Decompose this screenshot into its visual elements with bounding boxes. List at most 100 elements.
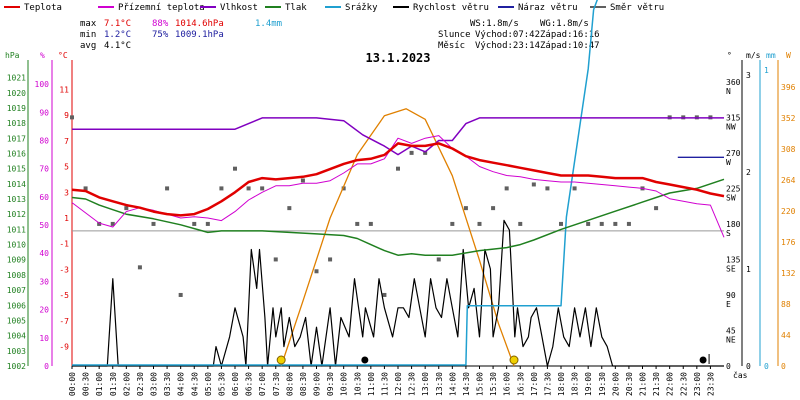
x-tick-label-40: 20:00 [611, 372, 620, 396]
direction-point-18 [314, 269, 319, 274]
x-tick-label-36: 18:00 [557, 372, 566, 396]
direction-tick-1: 315 [726, 113, 741, 122]
series-humidity [72, 117, 724, 156]
series-solar [280, 108, 515, 367]
temp-tick-3: 5 [64, 163, 69, 172]
x-tick-label-14: 07:00 [258, 372, 267, 396]
series-rain [72, 0, 598, 366]
pressure-tick-18: 1003 [7, 347, 26, 356]
x-tick-label-19: 09:30 [326, 372, 335, 396]
markers [276, 354, 710, 365]
solar-tick-9: 0 [781, 362, 786, 371]
series-temp [71, 142, 725, 217]
stats-max-pressure: 1014.6hPa [175, 19, 224, 29]
direction-point-39 [599, 221, 604, 226]
series-ground-temp [71, 135, 725, 238]
wind-tick-1: 2 [746, 168, 751, 177]
stats-min-pressure: 1009.1hPa [175, 30, 224, 40]
stats-block: max 7.1°C 88% 1014.6hPa 1.4mm min 1.2°C … [80, 19, 600, 51]
legend-label-direction: Směr větru [610, 3, 664, 13]
temp-tick-2: 7 [64, 137, 69, 146]
rain-tick-1: 0 [764, 362, 769, 371]
stats-sun-label: Slunce [438, 30, 471, 40]
x-tick-label-47: 23:30 [706, 372, 715, 396]
stats-ws: WS:1.8m/s [470, 19, 519, 29]
humidity-tick-8: 20 [39, 306, 49, 315]
solar-tick-6: 132 [781, 269, 796, 278]
temp-tick-4: 3 [64, 188, 69, 197]
x-tick-label-33: 16:30 [516, 372, 525, 396]
humidity-tick-6: 40 [39, 249, 49, 258]
direction-point-30 [477, 221, 482, 226]
direction-point-9 [192, 221, 197, 226]
direction-point-41 [626, 221, 631, 226]
temp-tick-10: -9 [59, 343, 69, 352]
x-tick-label-9: 04:30 [190, 372, 199, 396]
direction-point-0 [70, 115, 74, 120]
x-tick-label-21: 10:30 [353, 372, 362, 396]
stats-max-humidity: 88% [152, 19, 169, 29]
direction-point-24 [396, 166, 400, 171]
stats-max-temp: 7.1°C [104, 19, 131, 29]
solar-tick-1: 352 [781, 114, 796, 123]
x-tick-label-35: 17:30 [543, 372, 552, 396]
stats-max-label: max [80, 19, 97, 29]
humidity-tick-1: 90 [39, 108, 49, 117]
pressure-tick-2: 1019 [7, 104, 26, 113]
direction-point-5 [137, 265, 142, 270]
unit-watt: W [786, 51, 791, 60]
stats-moonrise: Východ:23:14 [475, 41, 540, 51]
direction-point-6 [151, 221, 156, 226]
moonrise-marker [699, 356, 707, 364]
temp-tick-5: 1 [64, 214, 69, 223]
x-tick-label-25: 12:30 [408, 372, 417, 396]
pressure-tick-16: 1005 [7, 316, 26, 325]
direction-point-19 [328, 257, 333, 262]
pressure-tick-1: 1020 [7, 89, 26, 98]
direction-point-36 [559, 221, 563, 226]
moonset-marker [361, 356, 369, 364]
direction-point-34 [531, 182, 536, 187]
stats-avg-label: avg [80, 41, 96, 51]
sunrise-marker [276, 355, 286, 365]
legend-label-humidity: Vlhkost [220, 3, 258, 13]
x-tick-label-44: 22:00 [666, 372, 675, 396]
temp-tick-0: 11 [59, 85, 69, 94]
solar-tick-7: 88 [781, 300, 791, 309]
x-tick-label-45: 22:30 [679, 372, 688, 396]
x-tick-label-27: 13:30 [435, 372, 444, 396]
direction-point-27 [436, 257, 441, 262]
x-tick-label-13: 06:30 [245, 372, 254, 396]
wind-tick-2: 1 [746, 265, 751, 274]
unit-percent: % [40, 51, 45, 60]
direction-tick-0-b: N [726, 87, 731, 96]
stats-moonset: Západ:10:47 [540, 41, 600, 51]
direction-tick-6: 90 [726, 291, 736, 300]
x-tick-label-32: 16:00 [503, 372, 512, 396]
direction-tick-7-b: NE [726, 335, 736, 344]
x-tick-label-28: 14:00 [448, 372, 457, 396]
sunset-marker [509, 355, 519, 365]
stats-min-humidity: 75% [152, 30, 169, 40]
pressure-tick-19: 1002 [7, 362, 26, 371]
direction-point-33 [518, 221, 523, 226]
direction-tick-5: 135 [726, 255, 741, 264]
direction-point-10 [205, 221, 210, 226]
unit-time: čas [733, 370, 748, 380]
x-tick-label-24: 12:00 [394, 372, 403, 396]
x-tick-label-5: 02:30 [136, 372, 145, 396]
pressure-tick-9: 1012 [7, 210, 26, 219]
temp-tick-7: -3 [59, 265, 69, 274]
x-tick-label-8: 04:00 [177, 372, 186, 396]
unit-celsius: °C [58, 51, 68, 60]
pressure-tick-4: 1017 [7, 134, 26, 143]
stats-min-label: min [80, 30, 96, 40]
x-tick-label-29: 14:30 [462, 372, 471, 396]
humidity-tick-2: 80 [39, 136, 49, 145]
humidity-tick-3: 70 [39, 165, 49, 174]
pressure-tick-6: 1015 [7, 165, 26, 174]
x-tick-label-42: 21:00 [639, 372, 648, 396]
pressure-tick-5: 1016 [7, 149, 26, 158]
direction-point-13 [246, 186, 251, 191]
